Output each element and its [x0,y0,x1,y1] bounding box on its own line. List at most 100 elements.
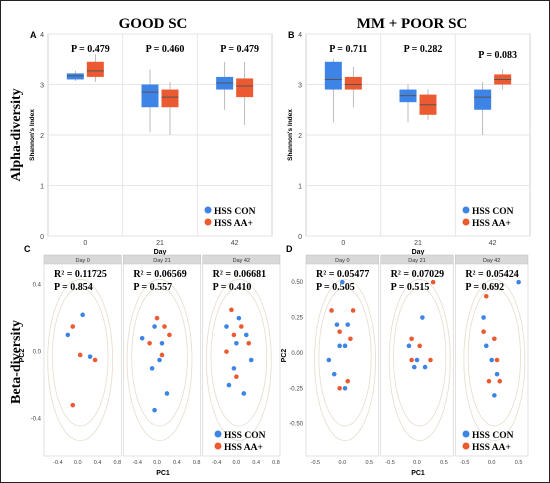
p-value-label: P = 0.479 [220,44,259,55]
x-axis-label: Day [154,249,167,256]
point-con [87,354,93,359]
y-axis-label: Shannon's Index [29,109,36,161]
point-aa [497,378,503,384]
y-tick-label: 1 [298,184,302,191]
p-value-label: P = 0.854 [54,282,93,293]
point-con [420,315,425,320]
point-con [414,357,420,363]
y-tick-label: 0.25 [291,316,303,322]
box [66,73,84,80]
y-tick-label: 0 [40,234,44,241]
legend-marker-aa [462,442,470,450]
point-con [340,279,345,285]
x-axis-label: Day [412,249,425,256]
box [161,89,179,108]
y-tick-label: 0.50 [291,280,303,286]
box [86,61,104,77]
point-con [139,335,145,341]
point-con [331,371,337,377]
r-squared-label: R² = 0.05424 [465,269,518,280]
point-con [149,366,155,371]
confidence-ellipse [51,287,109,427]
x-tick-label: 0.4 [252,460,260,466]
point-aa [229,307,234,313]
point-aa [428,357,433,363]
confidence-ellipse [314,278,376,442]
point-aa [350,308,356,313]
point-con [248,357,254,363]
point-aa [77,352,83,358]
x-tick-label: -0.5 [460,460,469,466]
box [474,89,492,110]
legend-marker-con [462,206,470,214]
facet-header: Day 21 [153,258,170,264]
point-aa [409,357,414,363]
legend-marker-aa [462,218,470,226]
point-aa [430,279,436,285]
point-aa [345,378,351,384]
y-tick-label: -0.25 [289,386,303,392]
x-tick-label: 0.4 [94,460,102,466]
confidence-ellipse [210,287,268,427]
confidence-ellipse [131,287,188,427]
r-squared-label: R² = 0.11725 [54,269,107,280]
row-label-alpha: Alpha-diversity [9,88,24,181]
point-aa [417,343,422,349]
box [344,76,362,90]
panel-a: 0 1 2 3 4 0 P = 0.479 21 P = 0.460 42 P = 0.479 A Da… [29,30,273,256]
point-aa [159,352,165,358]
point-aa [239,324,244,329]
p-value-label: P = 0.515 [391,282,430,293]
panel-b: 0 1 2 3 4 0 P = 0.711 21 P = 0.282 42 P = 0.083 B Da… [287,30,531,256]
point-con [494,371,500,377]
confidence-ellipse [318,287,372,427]
point-aa [154,315,160,321]
box [141,84,159,108]
y-tick-label: 3 [40,83,44,90]
point-con [152,407,157,413]
legend-label-con: HSS CON [472,431,514,441]
x-tick-label: 21 [414,240,422,247]
x-tick-label: 42 [489,240,497,247]
legend-label-con: HSS CON [224,431,266,441]
box [324,61,342,90]
point-aa [231,332,237,338]
panel-label-b: B [288,30,295,40]
p-value-label: P = 0.505 [316,282,355,293]
point-aa [246,340,252,346]
p-value-label: P = 0.692 [465,282,504,293]
point-aa [234,374,239,380]
x-tick-label: -0.5 [311,460,320,466]
p-value-label: P = 0.711 [329,44,367,55]
x-tick-label: 0.0 [153,460,161,466]
facet-header: Day 0 [335,258,349,264]
point-aa [486,378,492,384]
point-con [159,340,165,346]
x-tick-label: 0.5 [515,460,523,466]
y-tick-label: 0.4 [33,283,42,289]
x-axis-label: PC1 [156,470,170,477]
r-squared-label: R² = 0.07029 [391,269,444,280]
point-con [164,391,170,396]
point-aa [348,336,353,342]
panel-c: C PC1 PC2 Day 0 R² = 0.11725 P = 0.854 0.4 0.0 -… [19,244,281,477]
x-tick-label: 42 [231,240,239,247]
y-tick-label: 2 [40,133,44,140]
x-tick-label: 0 [341,240,345,247]
facet-plot-area [43,263,122,457]
panel-label-c: C [24,244,31,254]
point-aa [162,324,167,329]
point-con [345,322,351,327]
confidence-ellipse [467,287,521,427]
y-axis-label: Shannon's Index [287,109,294,161]
point-aa [481,329,486,334]
point-con [226,382,232,388]
point-con [516,279,521,285]
point-aa [167,332,172,338]
point-aa [147,340,152,346]
x-axis-label: PC1 [411,470,425,477]
y-axis-label: PC2 [281,349,288,363]
y-tick-label: -0.4 [31,417,42,423]
